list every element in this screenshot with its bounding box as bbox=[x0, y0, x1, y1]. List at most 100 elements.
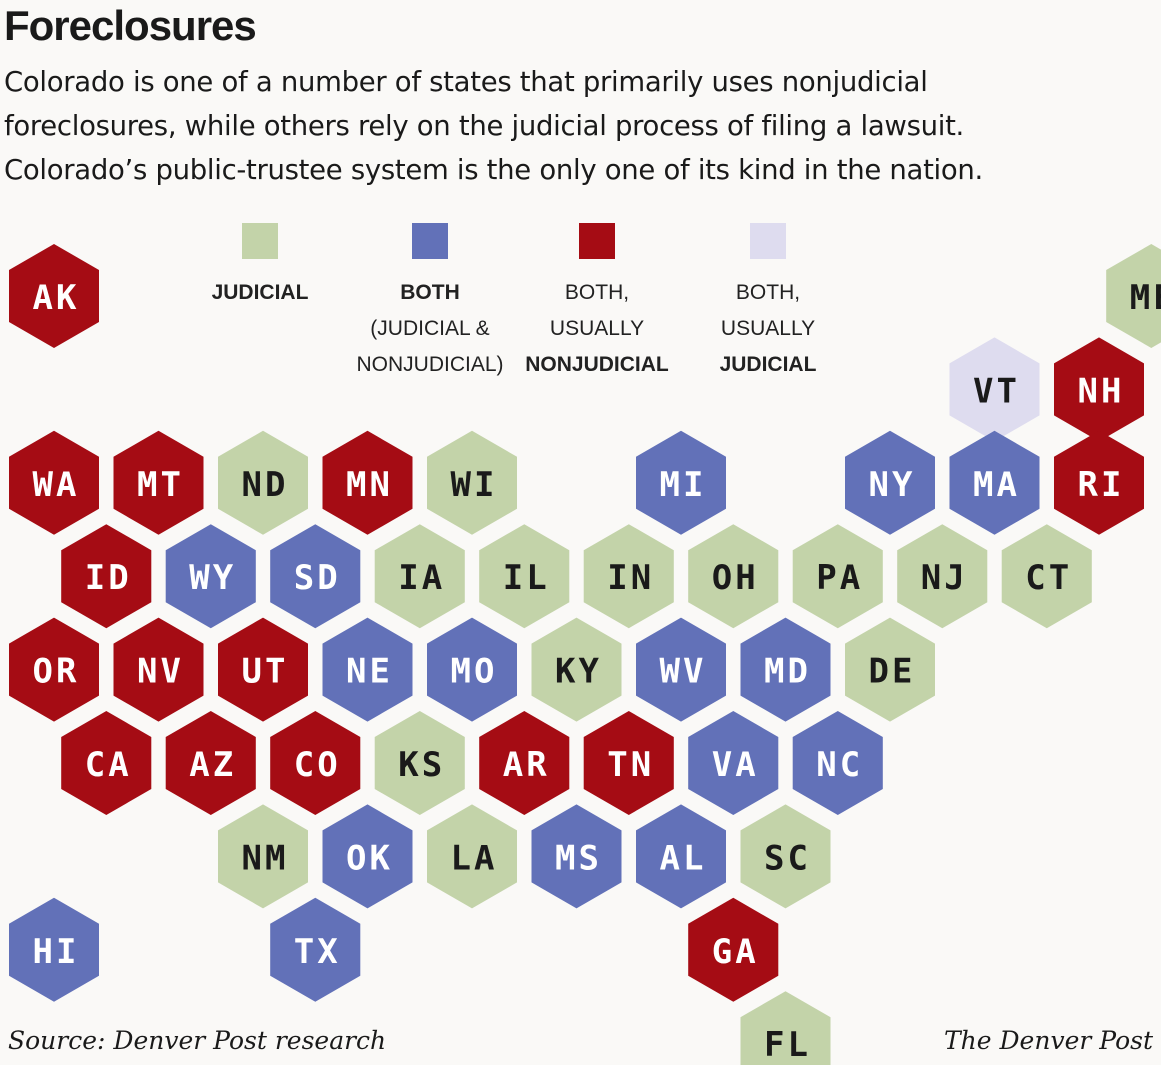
state-hex-shape bbox=[61, 711, 152, 815]
state-hex-shape bbox=[531, 617, 622, 722]
state-hex-nc: NC bbox=[792, 711, 883, 815]
state-hex-shape bbox=[1054, 337, 1144, 442]
state-label: OK bbox=[346, 838, 393, 878]
state-hex-la: LA bbox=[427, 804, 517, 909]
state-hex-shape bbox=[9, 244, 99, 348]
state-label: MS bbox=[555, 838, 602, 878]
state-label: FL bbox=[764, 1025, 811, 1065]
state-label: AR bbox=[503, 745, 550, 785]
state-hex-ne: NE bbox=[322, 617, 413, 722]
state-hex-shape bbox=[374, 711, 465, 815]
state-hex-shape bbox=[636, 804, 726, 909]
state-hex-shape bbox=[427, 430, 517, 535]
state-label: WI bbox=[451, 465, 498, 505]
legend-item-nonjudicial: BOTH, USUALLY NONJUDICIAL bbox=[512, 223, 682, 383]
state-hex-shape bbox=[1106, 244, 1161, 348]
state-label: HI bbox=[33, 932, 80, 972]
legend-label: BOTH bbox=[400, 281, 460, 304]
state-hex-shape bbox=[636, 617, 726, 722]
state-hex-ct: CT bbox=[1001, 524, 1092, 629]
legend-swatch bbox=[242, 223, 278, 259]
legend-label: (JUDICIAL & bbox=[370, 317, 490, 340]
state-hex-tx: TX bbox=[270, 897, 361, 1002]
state-hex-il: IL bbox=[479, 524, 570, 629]
state-hex-mn: MN bbox=[322, 430, 413, 535]
state-hex-nd: ND bbox=[218, 430, 308, 535]
state-hex-hi: HI bbox=[9, 897, 99, 1002]
credit: The Denver Post bbox=[943, 1026, 1153, 1055]
state-hex-shape bbox=[165, 711, 256, 815]
state-hex-id: ID bbox=[61, 524, 152, 629]
state-label: MD bbox=[764, 652, 811, 692]
state-hex-al: AL bbox=[636, 804, 726, 909]
state-hex-shape bbox=[322, 617, 413, 722]
state-hex-shape bbox=[9, 897, 99, 1002]
state-label: GA bbox=[712, 932, 759, 972]
state-label: MI bbox=[660, 465, 707, 505]
state-label: KY bbox=[555, 652, 602, 692]
state-hex-shape bbox=[427, 617, 517, 722]
state-hex-shape bbox=[949, 337, 1040, 442]
state-label: MN bbox=[346, 465, 393, 505]
state-hex-ut: UT bbox=[218, 617, 308, 722]
state-label: TN bbox=[607, 745, 654, 785]
state-hex-ca: CA bbox=[61, 711, 152, 815]
subtitle-line: foreclosures, while others rely on the j… bbox=[4, 110, 964, 142]
state-label: TX bbox=[294, 932, 341, 972]
state-label: VT bbox=[973, 371, 1020, 411]
state-hex-sc: SC bbox=[740, 804, 831, 909]
state-label: SD bbox=[294, 558, 341, 598]
state-hex-shape bbox=[61, 524, 152, 629]
state-hex-shape bbox=[218, 430, 308, 535]
state-hex-nj: NJ bbox=[897, 524, 988, 629]
legend-swatch bbox=[412, 223, 448, 259]
state-label: NM bbox=[242, 838, 289, 878]
state-hex-shape bbox=[113, 430, 204, 535]
state-hex-ms: MS bbox=[531, 804, 622, 909]
state-label: NJ bbox=[921, 558, 968, 598]
state-label: MT bbox=[137, 465, 184, 505]
state-hex-pa: PA bbox=[792, 524, 883, 629]
state-hex-tn: TN bbox=[583, 711, 674, 815]
state-hex-ks: KS bbox=[374, 711, 465, 815]
state-label: KS bbox=[398, 745, 445, 785]
state-hex-ma: MA bbox=[949, 430, 1040, 535]
state-hex-shape bbox=[218, 804, 308, 909]
state-label: MO bbox=[451, 652, 498, 692]
state-hex-shape bbox=[9, 430, 99, 535]
legend-label: JUDICIAL bbox=[719, 353, 817, 376]
state-hex-shape bbox=[1054, 430, 1144, 535]
state-hex-ok: OK bbox=[322, 804, 413, 909]
state-hex-shape bbox=[740, 617, 831, 722]
state-label: NE bbox=[346, 652, 393, 692]
state-hex-mo: MO bbox=[427, 617, 517, 722]
state-hex-nm: NM bbox=[218, 804, 308, 909]
state-label: OH bbox=[712, 558, 759, 598]
state-hex-wi: WI bbox=[427, 430, 517, 535]
state-hex-wy: WY bbox=[165, 524, 256, 629]
state-hex-co: CO bbox=[270, 711, 361, 815]
state-hex-md: MD bbox=[740, 617, 831, 722]
state-hex-shape bbox=[583, 524, 674, 629]
state-hex-shape bbox=[740, 804, 831, 909]
state-label: AZ bbox=[189, 745, 236, 785]
state-hex-mt: MT bbox=[113, 430, 204, 535]
state-label: ME bbox=[1130, 278, 1161, 318]
state-hex-shape bbox=[583, 711, 674, 815]
state-label: WY bbox=[189, 558, 236, 598]
state-label: VA bbox=[712, 745, 759, 785]
state-label: LA bbox=[451, 838, 498, 878]
state-label: ND bbox=[242, 465, 289, 505]
state-label: CO bbox=[294, 745, 341, 785]
state-hex-shape bbox=[740, 991, 831, 1065]
state-hex-shape bbox=[792, 524, 883, 629]
state-label: AK bbox=[33, 278, 80, 318]
state-label: MA bbox=[973, 465, 1020, 505]
state-hex-in: IN bbox=[583, 524, 674, 629]
state-hex-or: OR bbox=[9, 617, 99, 722]
legend-swatch bbox=[750, 223, 786, 259]
state-hex-va: VA bbox=[688, 711, 779, 815]
state-hex-shape bbox=[113, 617, 204, 722]
state-hex-ny: NY bbox=[845, 430, 935, 535]
